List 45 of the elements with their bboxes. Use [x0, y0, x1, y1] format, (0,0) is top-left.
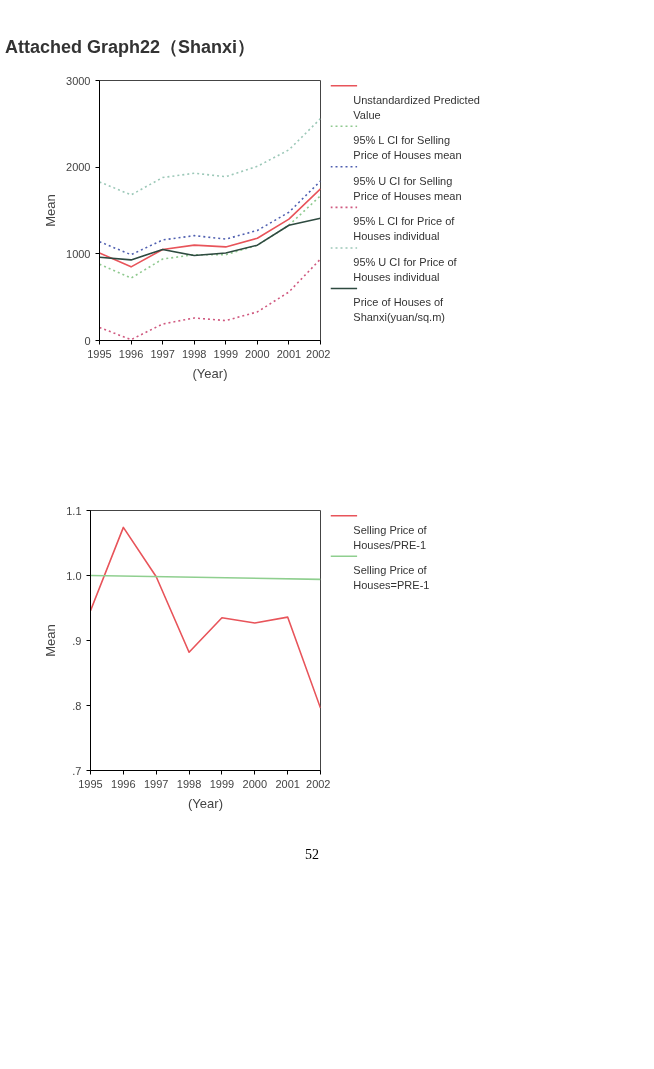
y-tick-label: 2000 — [66, 161, 91, 174]
legend-label: 95% L CI for Price of Houses individual — [353, 215, 456, 243]
line-series — [99, 217, 321, 261]
x-tick-label: 2001 — [275, 777, 300, 790]
y-tick-label: 3000 — [66, 74, 91, 87]
x-tick-label: 2001 — [276, 347, 302, 360]
y-tick-label: 0 — [84, 334, 91, 347]
y-tick-label: 1.1 — [66, 504, 82, 517]
legend-label: Price of Houses of Shanxi(yuan/sq.m) — [353, 296, 446, 324]
line-series — [90, 526, 321, 709]
x-tick-label: 1995 — [87, 347, 112, 360]
legend-label: 95% L CI for Selling Price of Houses mean — [353, 134, 462, 162]
y-tick-label: .9 — [72, 634, 82, 647]
y-tick-label: 1.0 — [66, 569, 82, 582]
x-tick-label: 1999 — [213, 347, 239, 360]
line-series — [99, 117, 321, 196]
legend-label: 95% U CI for Selling Price of Houses mean — [353, 174, 462, 202]
x-tick-label: 2002 — [306, 777, 331, 790]
x-tick-label: 1996 — [118, 347, 144, 360]
x-tick-label: 2000 — [245, 347, 270, 360]
x-tick-label: 1996 — [111, 777, 136, 790]
y-tick-label: 1000 — [66, 247, 91, 260]
x-tick-label: 1998 — [176, 777, 202, 790]
x-axis-title: (Year) — [188, 795, 223, 811]
chart-title: Attached Graph22（Shanxi） — [5, 36, 256, 59]
line-series — [99, 188, 321, 268]
x-tick-label: 1997 — [143, 777, 169, 790]
x-tick-label: 1995 — [78, 777, 103, 790]
y-axis-title: Mean — [43, 624, 59, 657]
x-tick-label: 1999 — [209, 777, 235, 790]
line-series — [99, 194, 321, 279]
x-tick-label: 2002 — [306, 347, 331, 360]
y-axis-title: Mean — [43, 194, 59, 227]
x-tick-label: 1998 — [181, 347, 207, 360]
legend-label: 95% U CI for Price of Houses individual — [353, 255, 458, 283]
legend-label: Selling Price of Houses=PRE-1 — [353, 564, 430, 592]
legend-label: Unstandardized Predicted Value — [353, 93, 480, 121]
x-tick-label: 1997 — [150, 347, 175, 360]
y-tick-label: .7 — [72, 764, 82, 777]
y-tick-label: .8 — [72, 699, 82, 712]
x-tick-label: 2000 — [242, 777, 268, 790]
text: 52 — [305, 846, 319, 864]
x-axis-title: (Year) — [192, 365, 228, 381]
legend-label: Selling Price of Houses/PRE-1 — [353, 523, 428, 551]
line-series — [99, 180, 321, 256]
